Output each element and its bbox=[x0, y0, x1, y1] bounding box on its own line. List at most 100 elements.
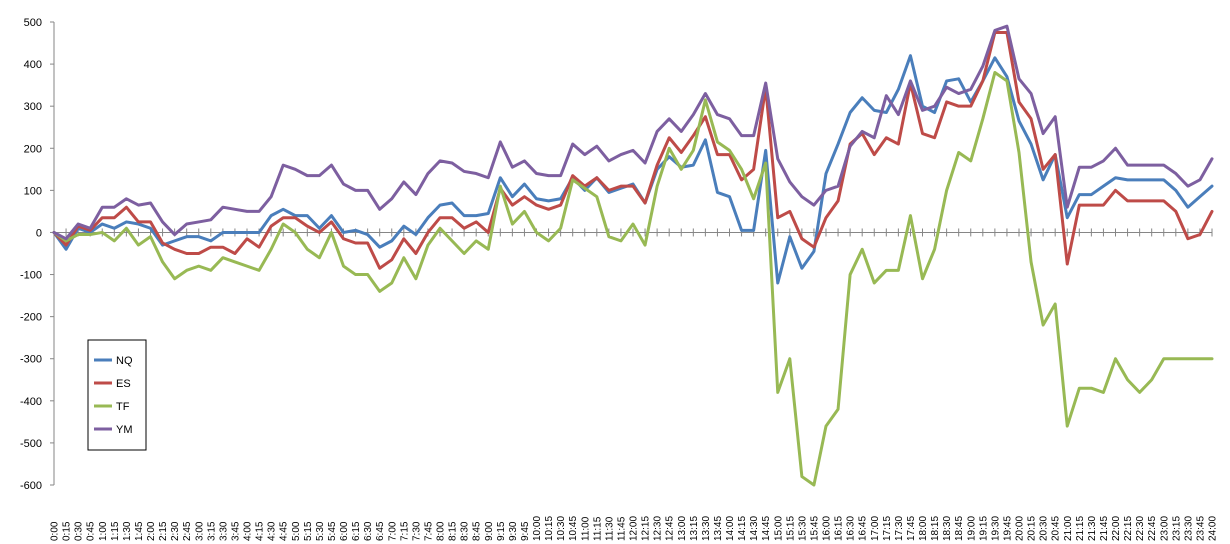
y-tick-label: -100 bbox=[20, 270, 42, 282]
x-tick-label: 18:30 bbox=[942, 516, 953, 541]
y-tick-label: 200 bbox=[24, 143, 42, 155]
x-tick-label: 20:30 bbox=[1039, 516, 1050, 541]
x-tick-label: 21:15 bbox=[1075, 516, 1086, 541]
x-tick-label: 2:30 bbox=[170, 521, 181, 541]
x-tick-label: 6:00 bbox=[339, 521, 350, 541]
x-tick-label: 5:15 bbox=[303, 521, 314, 541]
x-tick-label: 12:30 bbox=[653, 516, 664, 541]
x-tick-label: 17:30 bbox=[894, 516, 905, 541]
x-tick-label: 3:30 bbox=[218, 521, 229, 541]
x-tick-label: 13:00 bbox=[677, 516, 688, 541]
y-tick-label: 300 bbox=[24, 101, 42, 113]
x-tick-label: 24:00 bbox=[1208, 516, 1219, 541]
x-tick-label: 12:15 bbox=[641, 516, 652, 541]
y-tick-label: 500 bbox=[24, 17, 42, 29]
x-tick-label: 13:45 bbox=[713, 516, 724, 541]
x-tick-label: 3:00 bbox=[194, 521, 205, 541]
x-tick-label: 18:00 bbox=[918, 516, 929, 541]
x-tick-label: 19:30 bbox=[990, 516, 1001, 541]
legend: NQ ES TF YM bbox=[87, 339, 147, 451]
x-axis: 0:00 0:15 0:30 0:45 1:00 1:15 1:30 1:45 2:00 2:15… bbox=[50, 228, 1219, 541]
x-tick-label: 10:30 bbox=[556, 516, 567, 541]
x-tick-label: 16:30 bbox=[846, 516, 857, 541]
x-tick-label: 22:15 bbox=[1123, 516, 1134, 541]
x-tick-label: 21:30 bbox=[1087, 516, 1098, 541]
legend-label-es: ES bbox=[116, 378, 131, 390]
x-tick-label: 2:15 bbox=[158, 521, 169, 541]
x-tick-label: 6:30 bbox=[363, 521, 374, 541]
x-tick-label: 17:45 bbox=[906, 516, 917, 541]
x-tick-label: 4:45 bbox=[279, 521, 290, 541]
y-tick-label: 0 bbox=[36, 227, 42, 239]
x-tick-label: 20:00 bbox=[1015, 516, 1026, 541]
x-tick-label: 19:00 bbox=[966, 516, 977, 541]
x-tick-label: 7:45 bbox=[423, 521, 434, 541]
x-tick-label: 9:00 bbox=[484, 521, 495, 541]
x-tick-label: 23:15 bbox=[1171, 516, 1182, 541]
x-tick-label: 9:30 bbox=[508, 521, 519, 541]
x-tick-label: 22:30 bbox=[1135, 516, 1146, 541]
x-tick-label: 3:15 bbox=[206, 521, 217, 541]
series-line-nq bbox=[52, 54, 1214, 285]
x-tick-label: 16:15 bbox=[834, 516, 845, 541]
x-tick-label: 8:15 bbox=[448, 521, 459, 541]
y-tick-label: -300 bbox=[20, 354, 42, 366]
x-tick-label: 12:00 bbox=[629, 516, 640, 541]
x-tick-label: 7:30 bbox=[411, 521, 422, 541]
legend-box bbox=[87, 339, 147, 451]
x-tick-label: 16:00 bbox=[822, 516, 833, 541]
x-tick-label: 21:00 bbox=[1063, 516, 1074, 541]
x-tick-label: 22:45 bbox=[1147, 516, 1158, 541]
x-tick-label: 11:15 bbox=[592, 516, 603, 541]
x-tick-label: 6:15 bbox=[351, 521, 362, 541]
y-tick-label: -400 bbox=[20, 396, 42, 408]
x-tick-label: 11:45 bbox=[616, 516, 627, 541]
x-tick-label: 8:30 bbox=[460, 521, 471, 541]
x-tick-label: 13:15 bbox=[689, 516, 700, 541]
x-tick-label: 17:15 bbox=[882, 516, 893, 541]
y-tick-label: -600 bbox=[20, 480, 42, 492]
x-tick-label: 5:00 bbox=[291, 521, 302, 541]
x-tick-label: 10:15 bbox=[544, 516, 555, 541]
y-tick-label: 400 bbox=[24, 59, 42, 71]
y-tick-label: 100 bbox=[24, 185, 42, 197]
x-tick-label: 12:45 bbox=[665, 516, 676, 541]
x-tick-label: 14:15 bbox=[737, 516, 748, 541]
x-tick-label: 16:45 bbox=[858, 516, 869, 541]
x-tick-label: 18:45 bbox=[954, 516, 965, 541]
x-tick-label: 23:30 bbox=[1183, 516, 1194, 541]
x-tick-label: 7:00 bbox=[387, 521, 398, 541]
x-tick-label: 14:00 bbox=[725, 516, 736, 541]
x-tick-label: 18:15 bbox=[930, 516, 941, 541]
x-tick-label: 11:30 bbox=[604, 516, 615, 541]
x-tick-label: 0:45 bbox=[86, 521, 97, 541]
series-line-tf bbox=[52, 71, 1214, 487]
x-tick-label: 14:45 bbox=[761, 516, 772, 541]
x-tick-label: 23:45 bbox=[1195, 516, 1206, 541]
x-tick-label: 1:45 bbox=[134, 521, 145, 541]
x-tick-label: 0:30 bbox=[74, 521, 85, 541]
x-tick-label: 7:15 bbox=[399, 521, 410, 541]
legend-label-nq: NQ bbox=[116, 355, 133, 367]
x-tick-label: 0:00 bbox=[50, 521, 61, 541]
x-tick-label: 4:15 bbox=[255, 521, 266, 541]
x-tick-label: 10:45 bbox=[568, 516, 579, 541]
x-tick-label: 14:30 bbox=[749, 516, 760, 541]
legend-label-ym: YM bbox=[116, 424, 133, 436]
x-tick-label: 10:00 bbox=[532, 516, 543, 541]
x-tick-label: 8:00 bbox=[436, 521, 447, 541]
series-layer bbox=[52, 24, 1214, 487]
x-tick-label: 9:45 bbox=[520, 521, 531, 541]
x-tick-label: 20:45 bbox=[1051, 516, 1062, 541]
x-tick-label: 4:00 bbox=[243, 521, 254, 541]
x-tick-label: 15:30 bbox=[797, 516, 808, 541]
y-axis: -600 -500 -400 -300 -200 -100 0 100 200 300 400 500 bbox=[20, 17, 55, 492]
x-tick-label: 0:15 bbox=[62, 521, 73, 541]
x-tick-label: 11:00 bbox=[580, 516, 591, 541]
x-tick-label: 15:00 bbox=[773, 516, 784, 541]
x-tick-label: 17:00 bbox=[870, 516, 881, 541]
series-line-es bbox=[52, 31, 1214, 270]
x-tick-label: 8:45 bbox=[472, 521, 483, 541]
x-tick-label: 1:15 bbox=[110, 521, 121, 541]
